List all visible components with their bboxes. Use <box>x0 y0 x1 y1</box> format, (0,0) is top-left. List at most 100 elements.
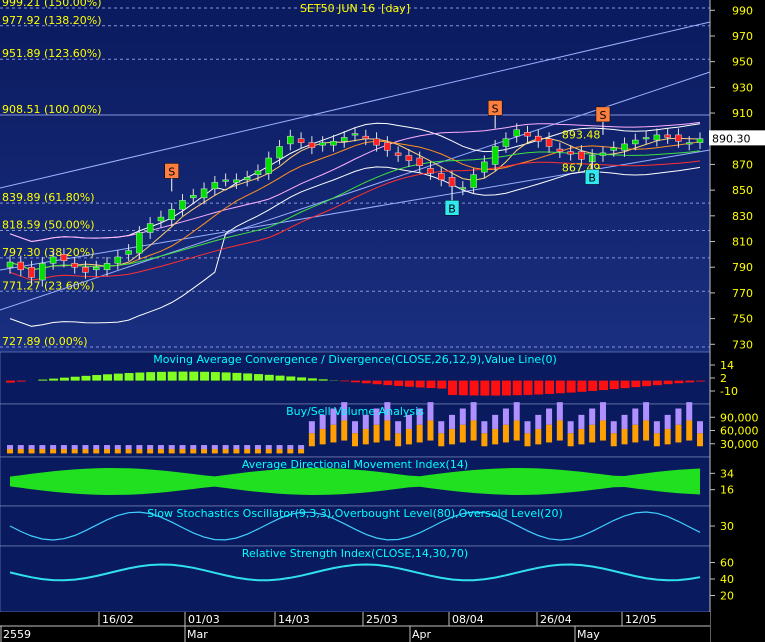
fib-label-8: 727.89 (0.00%) <box>2 335 88 348</box>
date-label-2: 14/03 <box>278 613 310 626</box>
price-tick-label-4: 910 <box>732 107 753 120</box>
volume-buy <box>438 433 445 447</box>
volume-buy <box>643 420 650 441</box>
macd-bar <box>103 374 113 381</box>
panel-volume: Buy/Sell Volume Analysis <box>0 402 711 458</box>
candle-body <box>351 133 359 136</box>
panel-tick-label-stoch-0: 30 <box>720 520 734 533</box>
xaxis-bg <box>0 612 710 642</box>
volume-sell <box>352 421 358 434</box>
date-label-1: 01/03 <box>188 613 220 626</box>
volume-sell <box>201 445 208 450</box>
macd-bar <box>92 375 102 381</box>
candle-body <box>190 195 197 199</box>
macd-bar <box>620 380 630 389</box>
macd-bar <box>383 380 393 386</box>
candle-body <box>60 254 68 262</box>
macd-bar <box>221 372 231 381</box>
panel-stoch: Slow Stochastics Oscillator(9,3,3),Overb… <box>0 505 711 547</box>
volume-buy <box>190 449 197 454</box>
macd-bar <box>663 380 673 385</box>
panel-tick-label-rsi-2: 20 <box>720 590 734 603</box>
volume-buy <box>39 449 46 454</box>
macd-bar <box>70 376 80 381</box>
fib-label-1: 977.92 (138.20%) <box>2 14 102 27</box>
macd-bar <box>480 380 490 396</box>
volume-buy <box>136 449 143 454</box>
macd-bar <box>588 380 598 391</box>
candle-body <box>481 161 488 173</box>
volume-buy <box>546 424 553 443</box>
candle-body <box>502 138 510 147</box>
price-tick-label-1: 970 <box>732 30 753 43</box>
macd-bar <box>491 380 501 396</box>
volume-sell <box>599 402 606 421</box>
volume-buy <box>459 424 466 443</box>
volume-sell <box>7 445 13 450</box>
signal-text: S <box>599 109 606 122</box>
volume-sell <box>254 445 261 450</box>
panel-title-adx: Average Directional Movement Index(14) <box>242 458 468 471</box>
candle-body <box>319 142 326 146</box>
volume-buy <box>7 449 13 454</box>
panel-tick-label-adx-1: 16 <box>720 484 734 497</box>
volume-buy <box>599 420 606 441</box>
macd-bar <box>609 380 619 390</box>
volume-buy <box>265 449 272 454</box>
macd-bar <box>685 380 695 383</box>
volume-sell <box>664 414 671 429</box>
macd-bar <box>286 376 296 381</box>
macd-bar <box>340 380 350 382</box>
price-tick-label-0: 990 <box>732 4 753 17</box>
signal-text: B <box>588 171 596 184</box>
candle-body <box>416 157 423 166</box>
volume-sell <box>362 414 369 429</box>
volume-buy <box>632 424 639 443</box>
volume-buy <box>71 449 78 454</box>
macd-bar <box>642 380 652 387</box>
month-label-2: Apr <box>412 628 432 641</box>
signal-buy-3: B <box>444 186 460 216</box>
signal-markers: S S S B B <box>164 100 611 216</box>
volume-buy <box>567 433 574 447</box>
candle-body <box>632 139 639 145</box>
macd-bar <box>307 378 317 381</box>
volume-sell <box>93 445 100 450</box>
volume-buy <box>341 420 348 441</box>
volume-sell <box>653 421 660 434</box>
fib-label-7: 771.27 (23.60%) <box>2 279 95 292</box>
volume-sell <box>168 445 175 450</box>
volume-sell <box>675 408 682 425</box>
volume-buy <box>50 449 57 454</box>
volume-buy <box>244 449 251 454</box>
volume-buy <box>222 449 229 454</box>
volume-sell <box>438 421 445 434</box>
volume-buy <box>233 449 240 454</box>
macd-bar <box>113 373 123 381</box>
candle-body <box>610 147 617 151</box>
panel-rsi: Relative Strength Index(CLOSE,14,30,70) <box>0 545 711 613</box>
volume-buy <box>481 433 488 447</box>
macd-bar <box>243 373 253 381</box>
volume-sell <box>71 445 78 450</box>
candle-body <box>157 216 165 222</box>
volume-buy <box>653 433 660 447</box>
candle-body <box>599 152 607 156</box>
volume-sell <box>373 408 380 425</box>
chart-title: SET50 JUN 16 [day] <box>300 2 410 15</box>
trend-line <box>0 21 711 189</box>
macd-bar <box>351 380 360 383</box>
volume-buy <box>664 428 671 445</box>
volume-buy <box>449 428 456 445</box>
macd-bar <box>38 379 48 381</box>
volume-buy <box>17 449 24 454</box>
volume-buy <box>125 449 132 454</box>
panel-title-macd: Moving Average Convergence / Divergence(… <box>153 353 557 366</box>
candle-body <box>49 256 57 264</box>
month-label-3: May <box>577 628 600 641</box>
panel-tick-label-adx-0: 34 <box>720 467 734 480</box>
macd-bar <box>577 380 587 392</box>
volume-sell <box>632 408 639 425</box>
volume-buy <box>535 428 542 445</box>
